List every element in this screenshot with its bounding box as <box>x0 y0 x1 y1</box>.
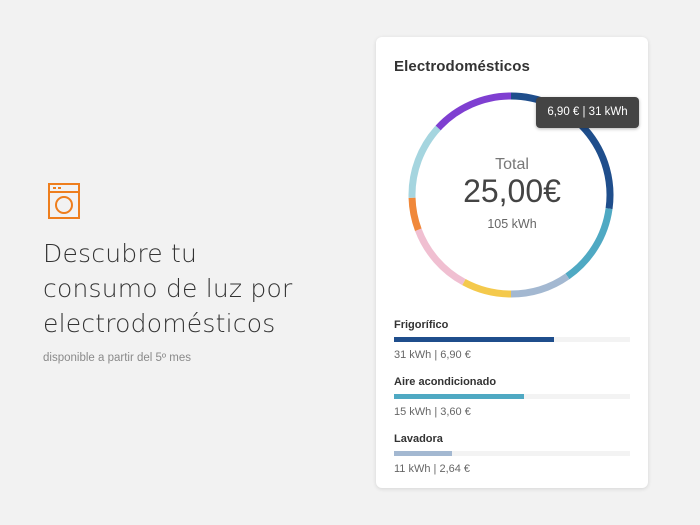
item-progress-fill <box>394 337 555 342</box>
promo-subtitle: disponible a partir del 5º mes <box>43 352 192 364</box>
item-progress-track <box>394 394 630 399</box>
item-meta: 11 kWh | 2,64 € <box>394 463 471 475</box>
item-meta: 15 kWh | 3,60 € <box>394 406 471 418</box>
item-name: Lavadora <box>394 433 443 445</box>
item-meta: 31 kWh | 6,90 € <box>394 349 471 361</box>
list-item-washer[interactable]: Lavadora 11 kWh | 2,64 € <box>394 433 630 490</box>
card-title: Electrodomésticos <box>394 58 530 75</box>
total-kwh: 105 kWh <box>487 217 537 231</box>
donut-segment[interactable] <box>408 197 422 231</box>
promo-title-line: consumo de luz por <box>43 274 293 303</box>
item-progress-track <box>394 337 630 342</box>
promo-title: Descubre tu consumo de luz por electrodo… <box>43 236 363 341</box>
donut-segment[interactable] <box>415 228 466 286</box>
donut-segment[interactable] <box>565 208 613 280</box>
item-name: Frigorífico <box>394 319 449 331</box>
item-progress-track <box>394 451 630 456</box>
washing-machine-icon <box>48 183 80 219</box>
donut-segment[interactable] <box>408 125 441 198</box>
list-item-fridge[interactable]: Frigorífico 31 kWh | 6,90 € <box>394 319 630 376</box>
item-progress-fill <box>394 394 524 399</box>
item-name: Aire acondicionado <box>394 376 497 388</box>
appliance-list: Frigorífico 31 kWh | 6,90 € Aire acondic… <box>394 319 630 490</box>
promo-title-line: electrodomésticos <box>43 309 276 338</box>
total-amount: 25,00€ <box>463 173 561 209</box>
segment-tooltip: 6,90 € | 31 kWh <box>536 97 639 128</box>
appliances-card: Electrodomésticos Total 25,00€ 105 kWh 6… <box>376 37 648 488</box>
donut-segment[interactable] <box>510 273 570 298</box>
promo-title-line: Descubre tu <box>43 239 198 268</box>
donut-segment[interactable] <box>510 92 614 210</box>
donut-segment[interactable] <box>462 278 512 298</box>
item-progress-fill <box>394 451 452 456</box>
list-item-air-conditioner[interactable]: Aire acondicionado 15 kWh | 3,60 € <box>394 376 630 433</box>
donut-segment[interactable] <box>435 92 512 131</box>
total-label: Total <box>495 156 529 173</box>
consumption-donut-chart <box>408 92 614 298</box>
